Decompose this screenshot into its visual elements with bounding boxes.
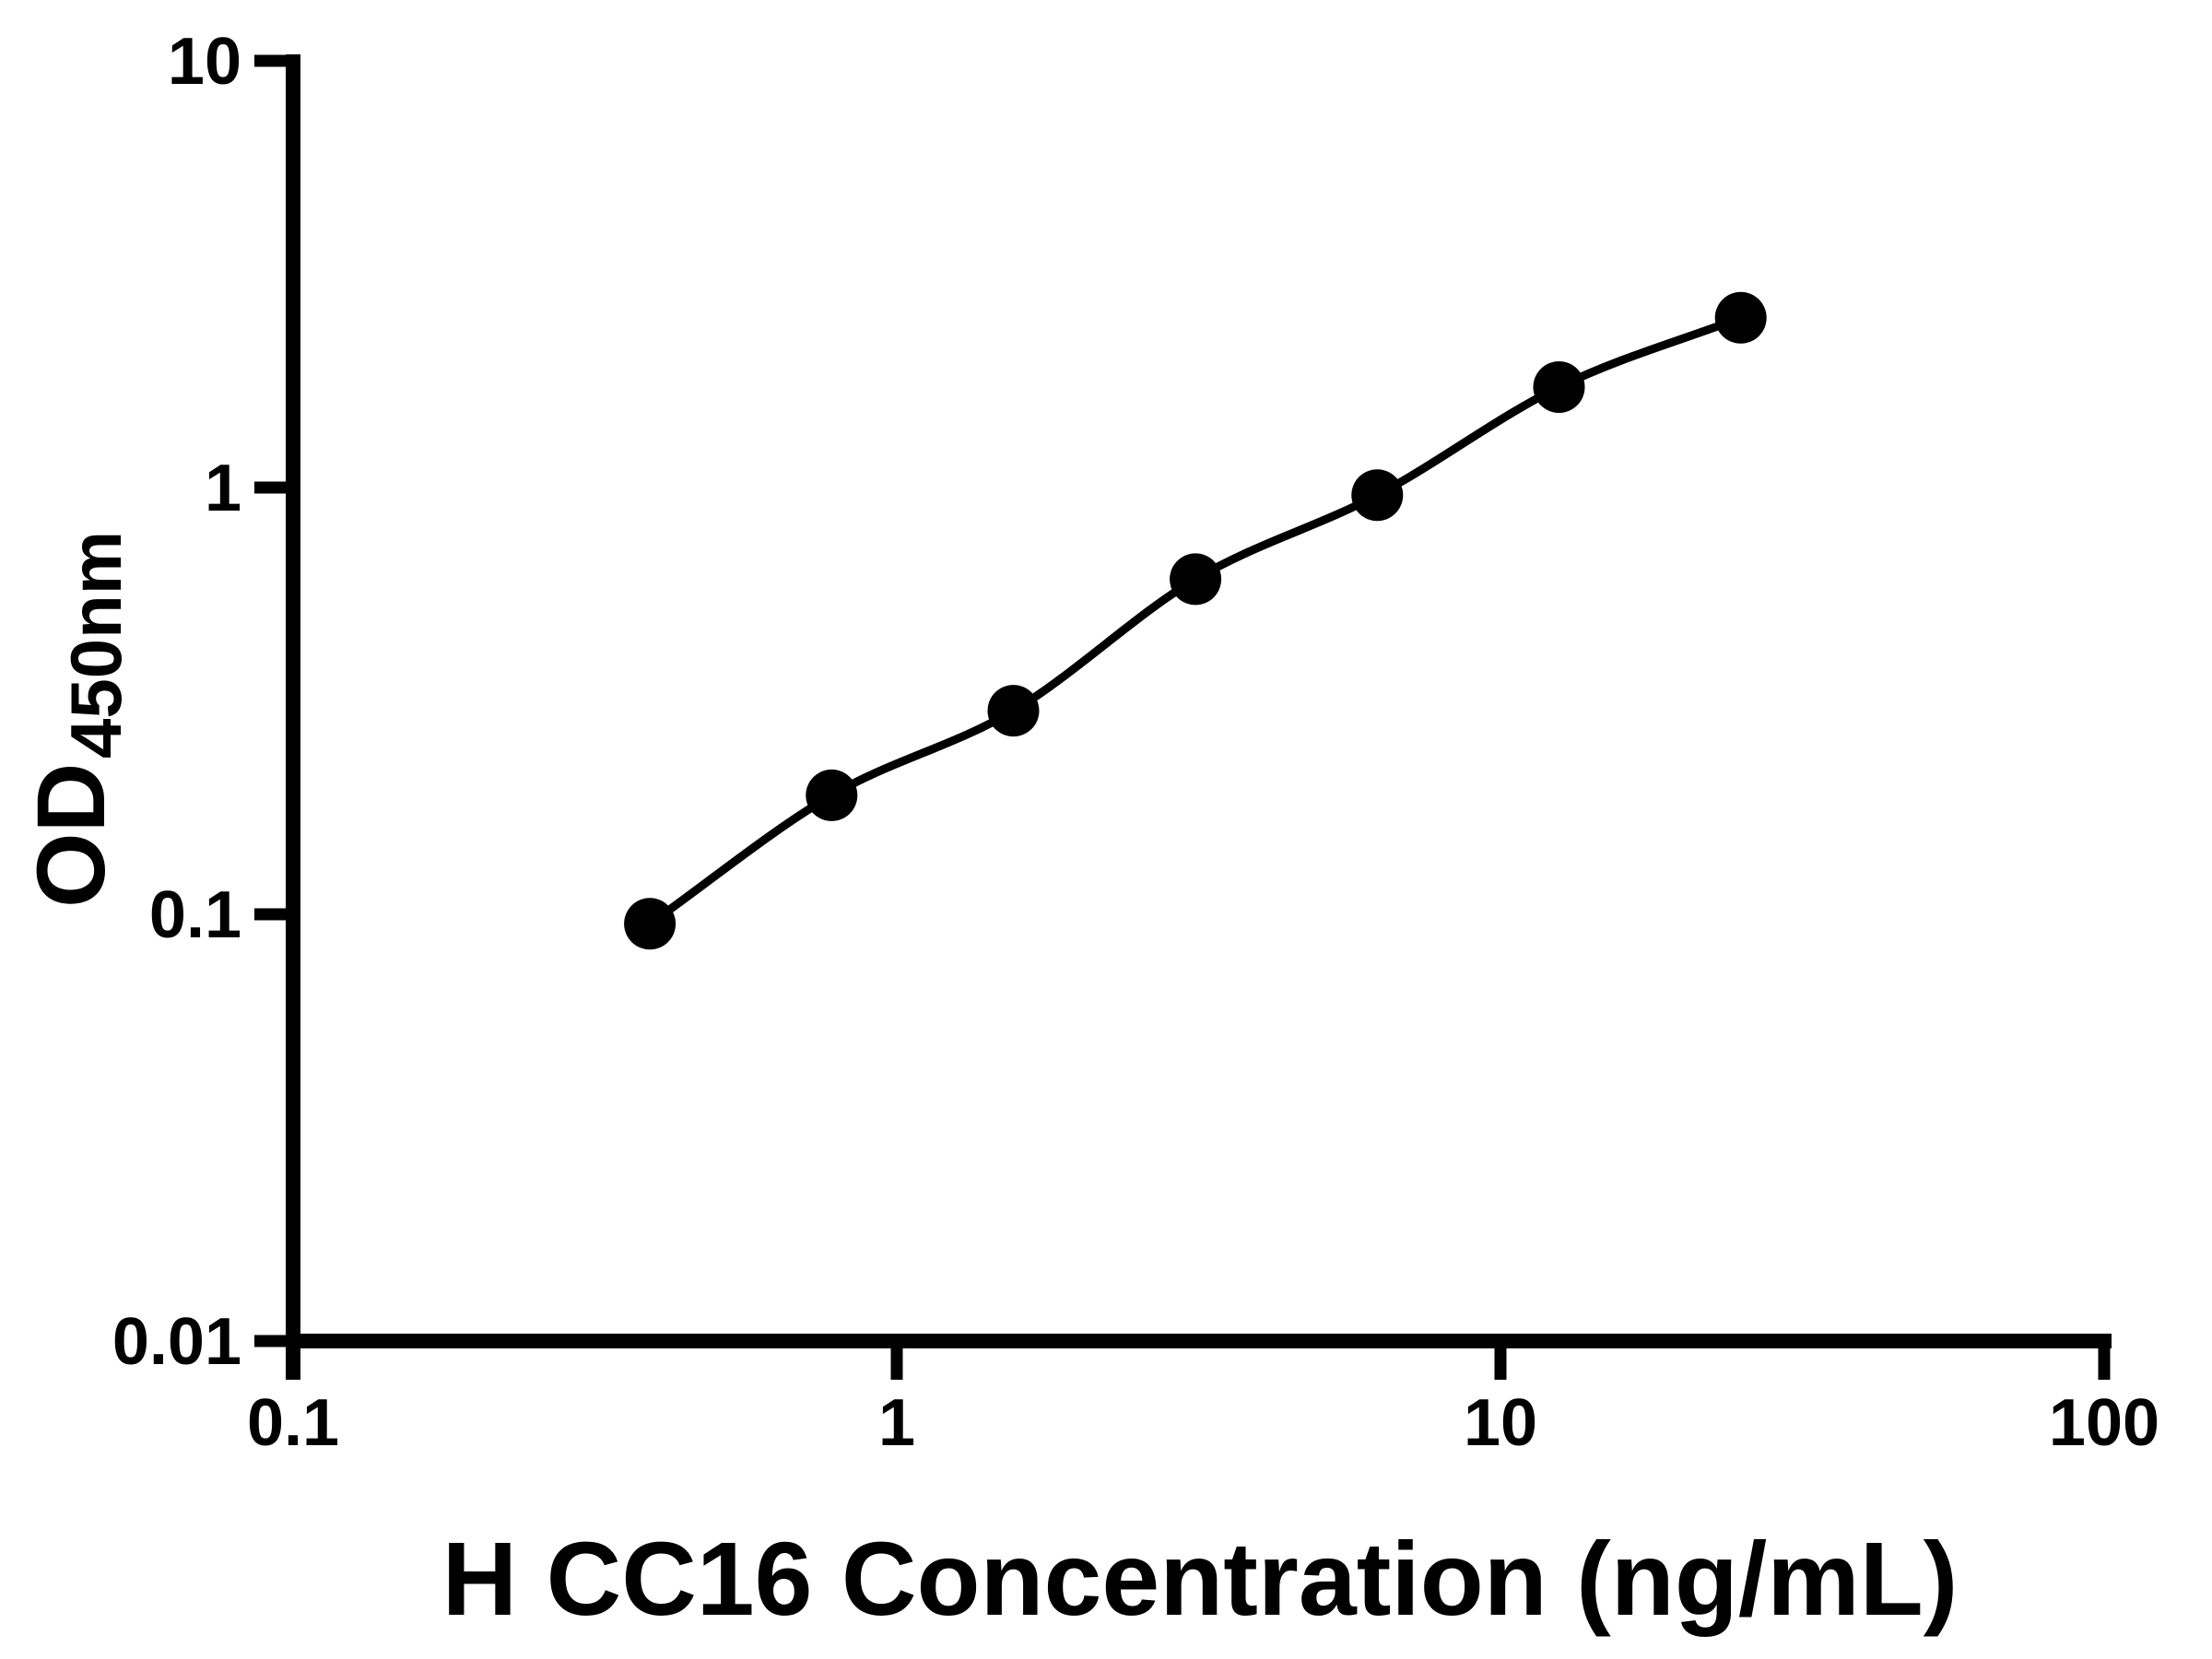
x-tick-label-10: 10 — [1464, 1386, 1537, 1460]
y-tick-label-1: 1 — [205, 452, 241, 525]
data-points — [624, 291, 1767, 950]
data-point-3.125ng-ml — [1170, 553, 1222, 606]
y-axis-title-subscript: 450nm — [55, 531, 136, 759]
x-tick-label-1: 1 — [878, 1386, 915, 1460]
axes — [286, 54, 2112, 1380]
x-tick-label-100: 100 — [2049, 1386, 2159, 1460]
data-point-1.56ng-ml — [987, 685, 1040, 737]
data-point-12.5ng-ml — [1533, 361, 1585, 413]
y-tick-label-10: 10 — [168, 25, 241, 99]
x-axis-tick-labels: 0.1 1 10 100 — [247, 1386, 2159, 1460]
y-axis-title: OD 450nm — [18, 531, 136, 908]
y-tick-label-0.1: 0.1 — [149, 878, 241, 952]
data-point-25ng-ml — [1714, 291, 1767, 344]
x-axis-ticks — [287, 1341, 2111, 1380]
data-point-6.25ng-ml — [1351, 469, 1404, 522]
y-axis-tick-labels: 10 1 0.1 0.01 — [112, 25, 241, 1379]
data-point-0.78ng-ml — [806, 769, 858, 821]
y-axis-ticks — [254, 54, 293, 1347]
y-axis-title-main: OD — [18, 763, 125, 909]
x-tick-label-0.1: 0.1 — [247, 1386, 339, 1460]
data-point-0.39ng-ml — [624, 898, 677, 950]
y-tick-label-0.01: 0.01 — [112, 1305, 241, 1379]
x-axis-title: H CC16 Concentration (ng/mL) — [442, 1521, 1959, 1637]
fit-curve — [645, 313, 1746, 928]
